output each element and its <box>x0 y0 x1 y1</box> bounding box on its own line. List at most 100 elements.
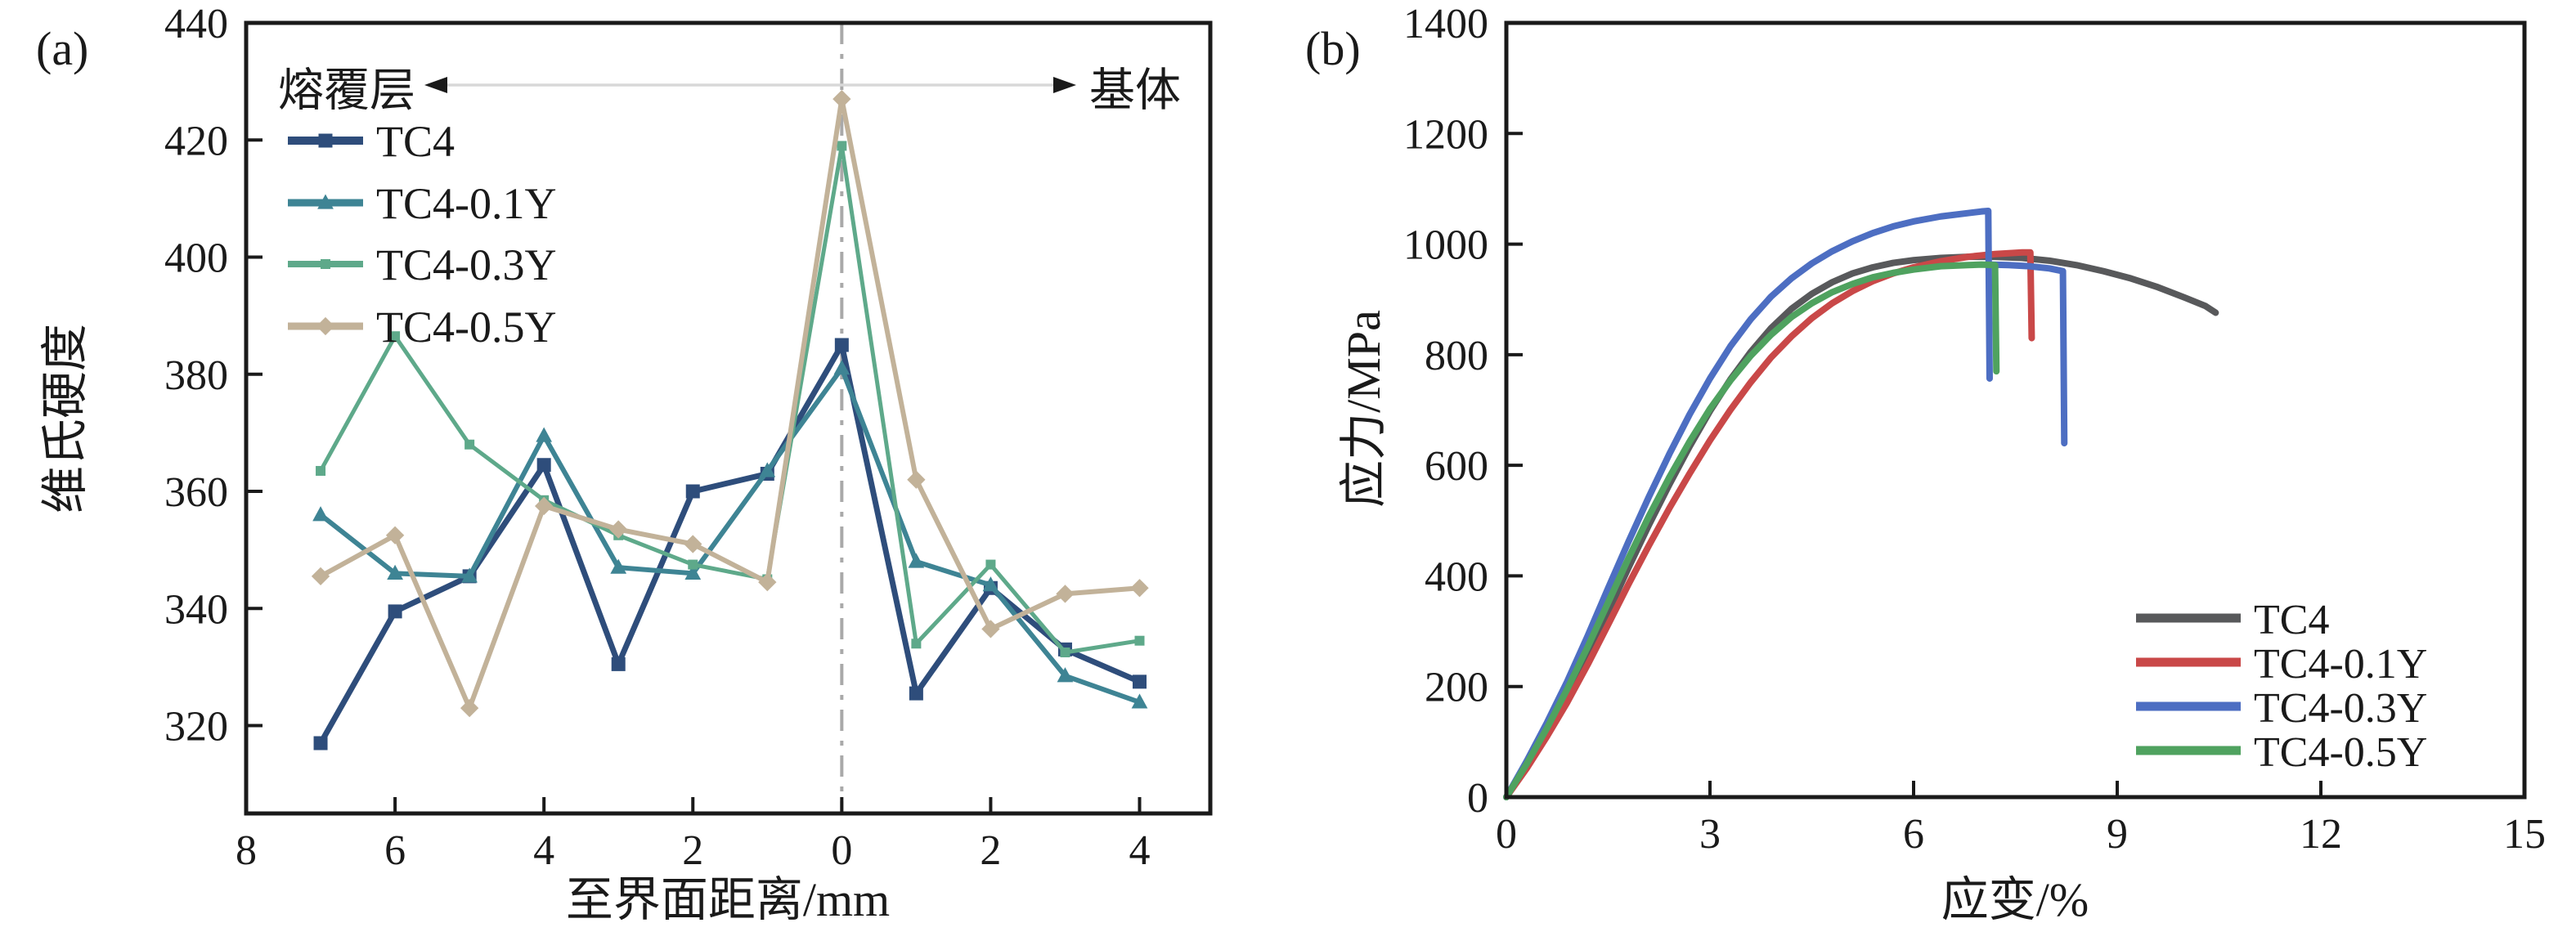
series-line-TC4-0.3Y <box>1503 207 1993 800</box>
substrate-region-label: 基体 <box>1089 65 1181 117</box>
series-line-TC4-0.1Y <box>1503 249 2035 800</box>
data-point-marker-TC4-0.3Y <box>688 559 698 570</box>
data-point-marker-TC4-0.5Y <box>684 535 702 553</box>
data-point-marker-TC4 <box>909 686 923 701</box>
data-point-marker-TC4-0.5Y <box>460 698 479 718</box>
legend-label-TC4-0.3Y: TC4-0.3Y <box>376 240 556 289</box>
data-point-marker-TC4-0.3Y <box>911 639 922 649</box>
data-point-marker-TC4-0.1Y <box>312 506 329 522</box>
x-tick-label-a: 0 <box>831 827 852 874</box>
data-point-marker-TC4-0.3Y <box>390 331 401 342</box>
legend-marker-TC4-0.3Y <box>321 259 330 269</box>
legend-marker-TC4-0.5Y <box>316 316 335 336</box>
x-tick-label-a: 4 <box>1129 827 1151 874</box>
data-point-marker-TC4-0.1Y <box>461 567 478 583</box>
data-point-marker-TC4-0.5Y <box>832 89 851 109</box>
x-tick-label-b: 12 <box>2300 811 2342 858</box>
legend-label-TC4: TC4 <box>376 117 455 166</box>
x-tick-label-b: 15 <box>2503 811 2546 858</box>
data-point-marker-TC4-0.1Y <box>759 462 776 477</box>
data-point-marker-TC4-0.1Y <box>610 558 627 574</box>
legend-label-TC4-0.5Y: TC4-0.5Y <box>2254 729 2427 776</box>
data-point-marker-TC4 <box>1133 674 1147 689</box>
y-tick-label-a: 320 <box>164 704 228 751</box>
data-point-marker-TC4-0.5Y <box>311 567 330 586</box>
series-line-TC4-0.1Y <box>319 365 1141 705</box>
data-point-marker-TC4-0.5Y <box>1130 579 1149 598</box>
data-point-marker-TC4 <box>388 604 402 619</box>
y-tick-label-a: 340 <box>164 586 228 633</box>
data-point-marker-TC4-0.1Y <box>833 360 850 375</box>
legend-label-TC4: TC4 <box>2254 597 2329 643</box>
data-point-marker-TC4-0.3Y <box>1060 647 1070 658</box>
x-tick-label-a: 2 <box>682 827 703 874</box>
data-point-marker-TC4-0.5Y <box>1056 585 1075 603</box>
x-tick-label-b: 0 <box>1496 811 1517 858</box>
y-tick-label-a: 380 <box>164 352 228 399</box>
data-point-marker-TC4-0.5Y <box>535 496 554 516</box>
y-tick-label-a: 360 <box>164 469 228 516</box>
panel-a-label: (a) <box>36 22 89 75</box>
x-tick-label-a: 8 <box>236 827 257 874</box>
data-point-marker-TC4-0.1Y <box>908 553 925 568</box>
data-point-marker-TC4-0.3Y <box>837 141 847 151</box>
legend-label-TC4-0.5Y: TC4-0.5Y <box>376 302 556 352</box>
data-point-marker-TC4 <box>611 656 626 671</box>
legend-label-TC4-0.3Y: TC4-0.3Y <box>2254 685 2427 732</box>
y-tick-label-b: 1400 <box>1403 1 1488 47</box>
x-tick-label-b: 6 <box>1903 811 1924 858</box>
data-point-marker-TC4-0.5Y <box>385 526 405 544</box>
series-line-TC4-0.3Y <box>318 143 1140 655</box>
x-tick-label-a: 6 <box>384 827 406 874</box>
data-point-marker-TC4-0.1Y <box>387 564 403 580</box>
data-point-marker-TC4-0.3Y <box>985 559 996 570</box>
cladding-region-label: 熔覆层 <box>278 65 415 117</box>
legend-label-TC4-0.1Y: TC4-0.1Y <box>2254 641 2427 688</box>
data-point-marker-TC4-0.3Y <box>316 465 326 476</box>
y-tick-label-a: 420 <box>164 118 228 164</box>
data-point-marker-TC4-0.3Y <box>464 439 475 450</box>
y-tick-label-a: 400 <box>164 235 228 282</box>
x-tick-label-b: 9 <box>2107 811 2128 858</box>
legend-marker-TC4-0.1Y <box>317 194 334 209</box>
x-tick-label-a: 4 <box>533 827 554 874</box>
data-point-marker-TC4-0.5Y <box>758 572 777 592</box>
y-tick-label-a: 440 <box>164 1 228 47</box>
y-tick-label-b: 1000 <box>1403 222 1488 269</box>
data-point-marker-TC4-0.5Y <box>907 470 926 489</box>
legend-label-TC4-0.1Y: TC4-0.1Y <box>376 179 556 228</box>
data-point-marker-TC4 <box>685 484 700 499</box>
data-point-marker-TC4 <box>313 736 328 751</box>
panel-b-label: (b) <box>1305 22 1361 75</box>
data-point-marker-TC4-0.1Y <box>684 564 702 580</box>
plot-border-b <box>1504 20 2527 800</box>
data-point-marker-TC4-0.1Y <box>1131 693 1148 709</box>
series-line-TC4-0.5Y <box>1503 261 2000 800</box>
data-point-marker-TC4-0.1Y <box>982 576 999 592</box>
data-point-marker-TC4-0.5Y <box>981 620 1000 639</box>
legend-marker-TC4 <box>318 133 333 148</box>
series-line-TC4-0.3Y <box>1986 261 2068 447</box>
y-tick-label-b: 400 <box>1425 553 1488 600</box>
series-line-TC4-0.5Y <box>319 96 1140 711</box>
x-tick-label-b: 3 <box>1699 811 1721 858</box>
left-arrowhead-icon <box>424 77 447 93</box>
right-arrowhead-icon <box>1053 77 1076 93</box>
x-tick-label-a: 2 <box>980 827 1001 874</box>
plot-border-a <box>244 20 1213 816</box>
panel-a-x-axis-label: 至界面距离/mm <box>565 873 891 926</box>
y-tick-label-b: 200 <box>1425 665 1488 711</box>
y-tick-label-b: 800 <box>1425 333 1488 379</box>
data-point-marker-TC4 <box>834 338 849 352</box>
y-tick-label-b: 600 <box>1425 443 1488 490</box>
series-line-TC4 <box>1503 253 2219 800</box>
panel-b-x-axis-label: 应变/% <box>1941 873 2089 926</box>
data-point-marker-TC4-0.1Y <box>536 427 553 442</box>
data-point-marker-TC4 <box>536 458 551 473</box>
data-point-marker-TC4-0.3Y <box>1134 635 1145 646</box>
y-tick-label-b: 0 <box>1467 775 1488 822</box>
y-tick-label-b: 1200 <box>1403 111 1488 158</box>
data-point-marker-TC4-0.5Y <box>609 520 628 539</box>
